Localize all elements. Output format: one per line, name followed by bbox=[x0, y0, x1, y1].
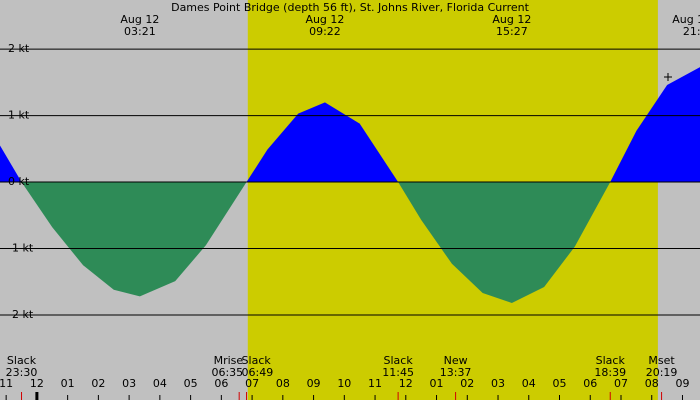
plot-layer bbox=[0, 48, 700, 316]
x-tick-label: 09 bbox=[307, 377, 321, 390]
event-label: Slack bbox=[596, 354, 626, 367]
peak-time: 15:27 bbox=[496, 25, 528, 38]
y-tick-label: 1 kt bbox=[8, 109, 30, 122]
peak-time: 03:21 bbox=[124, 25, 156, 38]
ebb-area bbox=[21, 182, 247, 297]
event-label: Mrise bbox=[214, 354, 244, 367]
x-tick-label: 01 bbox=[61, 377, 75, 390]
event-time: 23:30 bbox=[6, 366, 38, 379]
event-label: Slack bbox=[7, 354, 37, 367]
flood-area bbox=[0, 145, 22, 183]
event-time: 20:19 bbox=[646, 366, 678, 379]
y-tick-label: -1 kt bbox=[8, 242, 34, 255]
x-tick-label: 12 bbox=[30, 377, 44, 390]
x-tick-label: 01 bbox=[430, 377, 444, 390]
x-tick-label: 07 bbox=[614, 377, 628, 390]
flood-area bbox=[246, 102, 399, 183]
x-tick-label: 02 bbox=[91, 377, 105, 390]
flood-area bbox=[610, 67, 700, 183]
x-tick-label: 07 bbox=[245, 377, 259, 390]
x-tick-label: 04 bbox=[153, 377, 167, 390]
peak-time: 09:22 bbox=[309, 25, 341, 38]
peak-date: Aug 12 bbox=[120, 13, 159, 26]
y-tick-label: 0 kt bbox=[8, 175, 30, 188]
ebb-area bbox=[398, 182, 611, 303]
x-tick-label: 11 bbox=[0, 377, 13, 390]
chart-title: Dames Point Bridge (depth 56 ft), St. Jo… bbox=[171, 1, 529, 14]
x-tick-label: 05 bbox=[553, 377, 567, 390]
event-time: 13:37 bbox=[440, 366, 472, 379]
x-tick-label: 11 bbox=[368, 377, 382, 390]
x-tick-label: 03 bbox=[491, 377, 505, 390]
marker bbox=[664, 73, 672, 81]
x-tick-label: 06 bbox=[583, 377, 597, 390]
event-time: 18:39 bbox=[594, 366, 626, 379]
peak-time: 21: bbox=[683, 25, 700, 38]
peak-date: Aug 12 bbox=[305, 13, 344, 26]
event-time: 06:35 bbox=[211, 366, 243, 379]
event-label: Mset bbox=[648, 354, 675, 367]
event-label: Slack bbox=[384, 354, 414, 367]
x-tick-label: 02 bbox=[460, 377, 474, 390]
x-tick-label: 08 bbox=[276, 377, 290, 390]
x-tick-label: 10 bbox=[337, 377, 351, 390]
x-tick-label: 12 bbox=[399, 377, 413, 390]
x-tick-label: 04 bbox=[522, 377, 536, 390]
y-tick-label: 2 kt bbox=[8, 42, 30, 55]
event-time: 06:49 bbox=[242, 366, 274, 379]
event-label: Slack bbox=[242, 354, 272, 367]
x-tick-label: 03 bbox=[122, 377, 136, 390]
peak-date: Aug 12 bbox=[492, 13, 531, 26]
x-tick-label: 06 bbox=[214, 377, 228, 390]
x-tick-label: 08 bbox=[645, 377, 659, 390]
x-tick-label: 05 bbox=[184, 377, 198, 390]
y-tick-label: -2 kt bbox=[8, 308, 34, 321]
event-label: New bbox=[444, 354, 468, 367]
event-time: 11:45 bbox=[382, 366, 414, 379]
x-tick-label: 09 bbox=[675, 377, 689, 390]
peak-date: Aug 12 bbox=[672, 13, 700, 26]
